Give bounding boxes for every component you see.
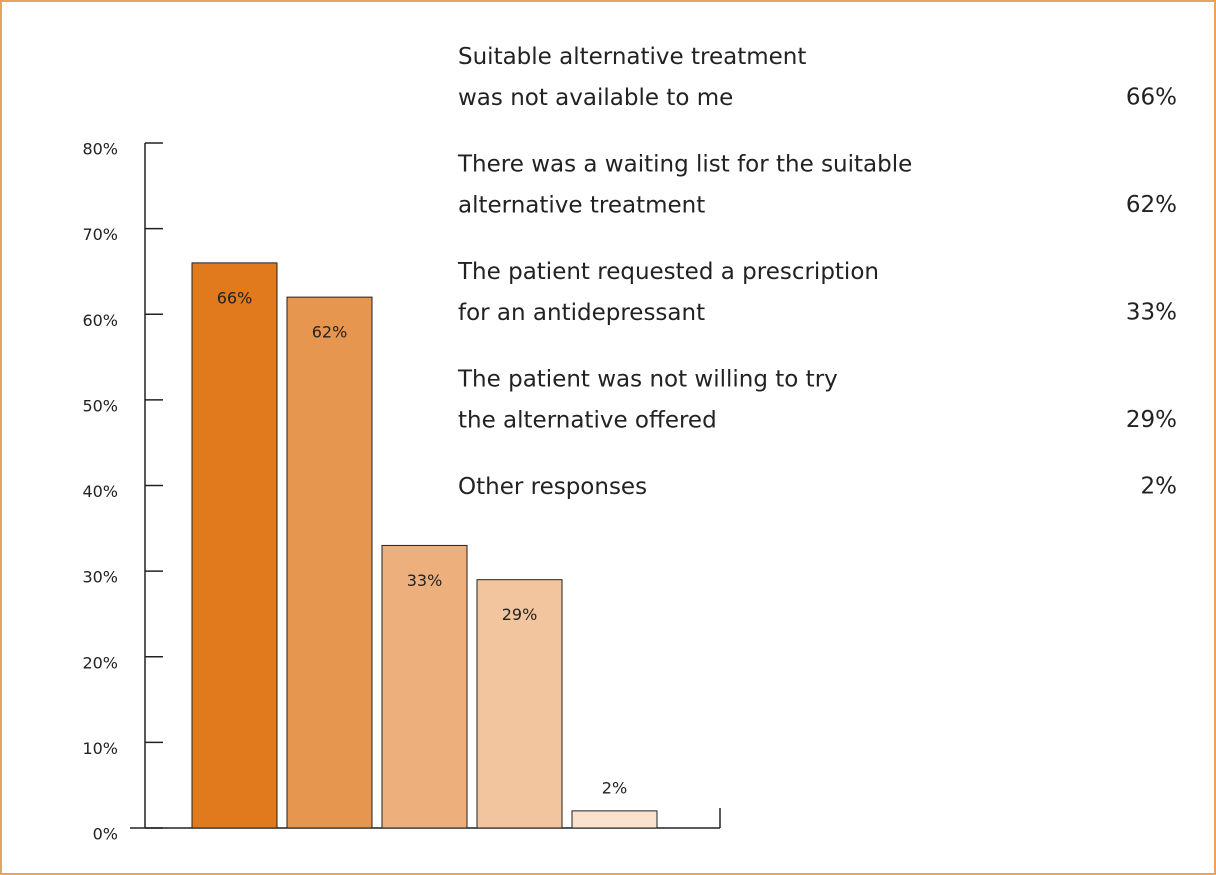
y-tick-label: 0% [93, 825, 118, 844]
legend-value: 62% [1126, 192, 1177, 218]
bar [286, 296, 373, 829]
legend-line: The patient was not willing to try [457, 366, 838, 392]
legend-value: 29% [1126, 407, 1177, 433]
legend-label: Other responses [458, 474, 647, 500]
legend-value: 66% [1126, 85, 1177, 111]
legend-label: Suitable alternative treatment was not av… [458, 44, 806, 111]
legend-value: 33% [1126, 300, 1177, 326]
bar-label: 66% [217, 288, 253, 307]
legend-line: Other responses [458, 474, 647, 500]
legend-line: alternative treatment [458, 192, 705, 218]
y-tick-label: 40% [82, 482, 118, 501]
bar-label: 29% [502, 605, 538, 624]
legend-line: the alternative offered [458, 407, 717, 433]
legend-line: The patient requested a prescription [457, 259, 879, 285]
legend-line: was not available to me [458, 85, 733, 111]
y-tick-label: 30% [82, 568, 118, 587]
bar-label: 62% [312, 323, 348, 342]
bar-label: 2% [602, 778, 627, 797]
y-tick-label: 60% [82, 311, 118, 330]
legend-line: Suitable alternative treatment [458, 44, 806, 70]
legend-label: There was a waiting list for the suitabl… [457, 151, 912, 218]
y-tick-label: 80% [82, 140, 118, 159]
legend-line: There was a waiting list for the suitabl… [457, 151, 912, 177]
legend-line: for an antidepressant [458, 300, 705, 326]
legend-value: 2% [1141, 474, 1178, 500]
y-tick-label: 10% [82, 739, 118, 758]
bar [571, 810, 658, 829]
y-tick-label: 70% [82, 225, 118, 244]
bar [191, 262, 278, 829]
bar [476, 579, 563, 829]
legend-label: The patient was not willing to try the al… [457, 366, 838, 433]
legend-label: The patient requested a prescription for … [457, 259, 879, 326]
y-tick-label: 50% [82, 396, 118, 415]
y-tick-label: 20% [82, 653, 118, 672]
bar-label: 33% [407, 571, 443, 590]
bar [381, 544, 468, 829]
